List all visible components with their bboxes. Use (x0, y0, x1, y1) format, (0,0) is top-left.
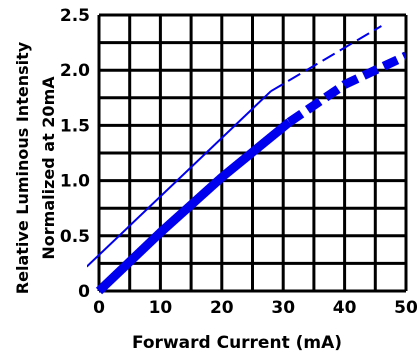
series-layer (87, 25, 406, 295)
x-tick-label: 0 (93, 298, 105, 318)
grid (97, 13, 408, 293)
y-tick-label: 2.5 (60, 6, 90, 26)
x-tick-labels: 0 10 20 30 40 50 (93, 298, 418, 318)
y-axis-title-line2: Normalized at 20mA (39, 76, 58, 260)
y-tick-label: 1.5 (60, 116, 90, 136)
y-tick-label: 0.5 (60, 227, 90, 247)
y-axis-title-line1: Relative Luminous Intensity (13, 41, 32, 294)
y-tick-label: 2.0 (60, 61, 90, 81)
x-tick-label: 30 (271, 298, 295, 318)
y-tick-labels: 0 0.5 1.0 1.5 2.0 2.5 (60, 6, 90, 302)
series-thick-solid-line (95, 118, 293, 295)
y-tick-label: 0 (78, 282, 90, 302)
x-tick-label: 10 (149, 298, 173, 318)
x-axis-title: Forward Current (mA) (132, 333, 342, 353)
series-thin-dashed-line (270, 25, 382, 93)
x-tick-label: 20 (210, 298, 234, 318)
series-thin-solid-line (87, 90, 272, 268)
series-clip-group (87, 25, 406, 295)
series-thick-dashed-line (286, 51, 406, 126)
y-tick-label: 1.0 (60, 172, 90, 192)
x-tick-label: 50 (394, 298, 418, 318)
x-tick-label: 40 (333, 298, 357, 318)
